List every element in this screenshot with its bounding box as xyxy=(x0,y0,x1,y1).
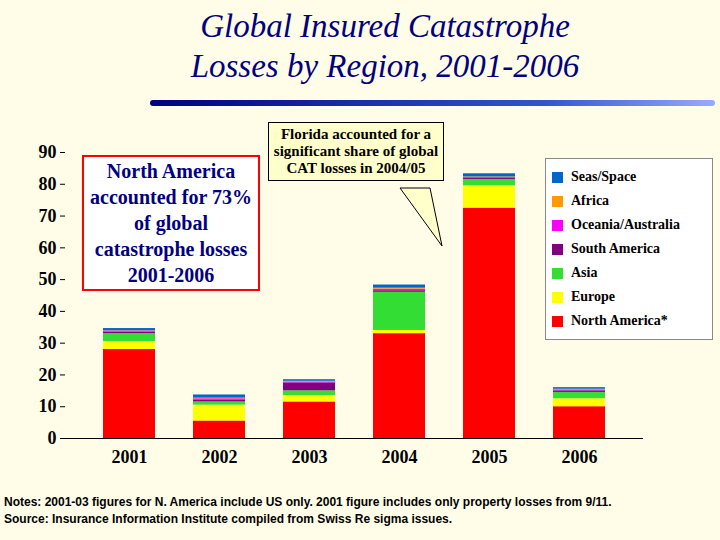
html-text:Florida accounted for a signif: Florida accounted for a significant shar… xyxy=(273,126,439,176)
svg-text:80: 80 xyxy=(39,174,57,194)
html-text:Seas/Space: Seas/Space xyxy=(571,169,637,184)
html-text:Oceania/Australia: Oceania/Australia xyxy=(571,217,680,232)
svg-text:2003: 2003 xyxy=(292,447,328,467)
svg-text:50: 50 xyxy=(39,269,57,289)
svg-text:0: 0 xyxy=(48,428,57,448)
html-text:Notes: 2001-03 figures for N.: Notes: 2001-03 figures for N. America in… xyxy=(4,495,612,509)
html-text:North America accounted for 73: North America accounted for 73% of globa… xyxy=(90,160,252,286)
svg-text:90: 90 xyxy=(39,142,57,162)
svg-text:10: 10 xyxy=(39,396,57,416)
html-text:South America: South America xyxy=(571,241,661,256)
html-text:North America*: North America* xyxy=(571,313,668,328)
svg-text:60: 60 xyxy=(39,238,57,258)
svg-text:70: 70 xyxy=(39,206,57,226)
svg-text:2004: 2004 xyxy=(382,447,418,467)
svg-text:40: 40 xyxy=(39,301,57,321)
svg-text:20: 20 xyxy=(39,365,57,385)
html-text:Global Insured Catastrophe Los: Global Insured Catastrophe Losses by Reg… xyxy=(190,8,580,84)
svg-text:2001: 2001 xyxy=(112,447,148,467)
svg-text:2006: 2006 xyxy=(562,447,598,467)
html-text:Source: Insurance Information: Source: Insurance Information Institute … xyxy=(4,512,453,526)
svg-text:30: 30 xyxy=(39,333,57,353)
svg-text:2005: 2005 xyxy=(472,447,508,467)
html-text:Europe: Europe xyxy=(571,289,616,304)
html-text:Asia: Asia xyxy=(571,265,598,280)
html-text:Africa: Africa xyxy=(571,193,610,208)
svg-text:2002: 2002 xyxy=(202,447,238,467)
